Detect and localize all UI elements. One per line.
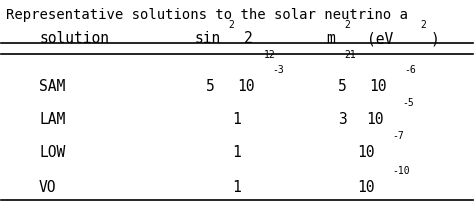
Text: m: m (327, 31, 335, 46)
Text: 10: 10 (237, 79, 255, 94)
Text: 2: 2 (421, 20, 427, 30)
Text: Representative solutions to the solar neutrino a: Representative solutions to the solar ne… (6, 7, 408, 22)
Text: -3: -3 (273, 65, 284, 75)
Text: LAM: LAM (39, 112, 65, 127)
Text: 10: 10 (369, 79, 386, 94)
Text: 5: 5 (338, 79, 347, 94)
Text: -6: -6 (404, 65, 416, 75)
Text: 1: 1 (232, 180, 241, 195)
Text: 2: 2 (228, 20, 234, 30)
Text: 2: 2 (244, 31, 253, 46)
Text: -7: -7 (392, 131, 404, 141)
Text: -5: -5 (402, 98, 414, 108)
Text: -10: -10 (392, 166, 410, 176)
Text: 12: 12 (264, 50, 276, 60)
Text: ): ) (430, 31, 439, 46)
Text: 10: 10 (357, 145, 374, 160)
Text: 1: 1 (232, 112, 241, 127)
Text: 5: 5 (206, 79, 215, 94)
Text: 10: 10 (366, 112, 384, 127)
Text: 3: 3 (338, 112, 347, 127)
Text: 2: 2 (345, 20, 350, 30)
Text: 1: 1 (232, 145, 241, 160)
Text: solution: solution (39, 31, 109, 46)
Text: VO: VO (39, 180, 56, 195)
Text: (eV: (eV (366, 31, 393, 46)
Text: 21: 21 (345, 50, 356, 60)
Text: SAM: SAM (39, 79, 65, 94)
Text: LOW: LOW (39, 145, 65, 160)
Text: sin: sin (195, 31, 221, 46)
Text: 10: 10 (357, 180, 374, 195)
